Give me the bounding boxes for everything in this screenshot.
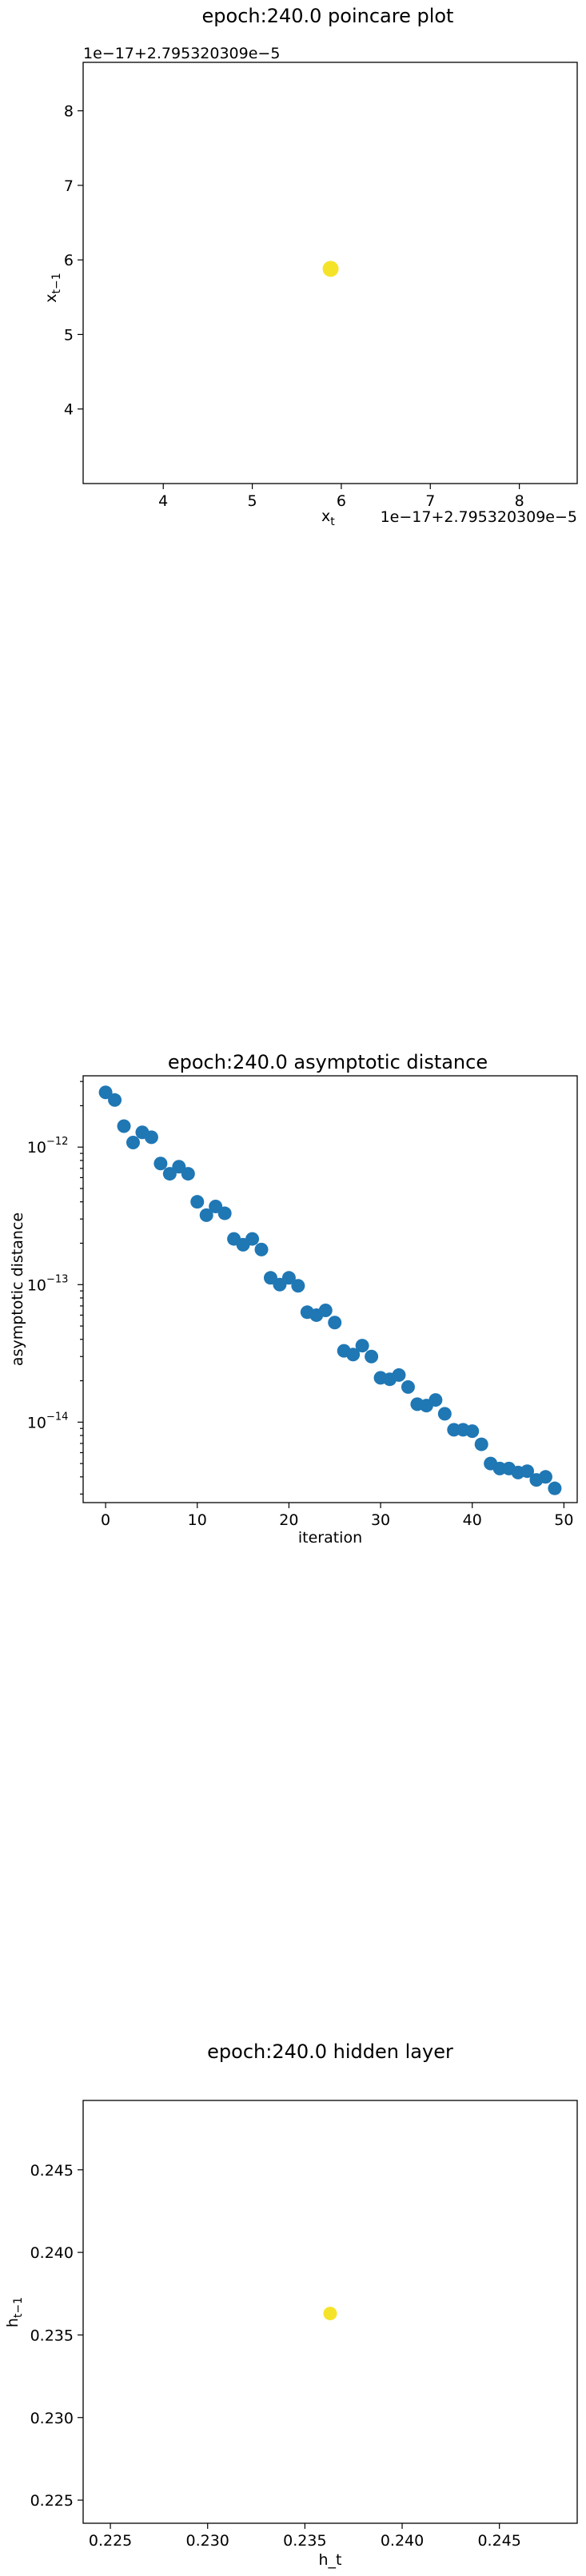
asymptotic-point <box>281 1271 296 1285</box>
asymptotic-x-tick-label: 30 <box>371 1511 390 1529</box>
poincare-x-tick-label: 5 <box>248 492 257 510</box>
asymptotic-point <box>328 1316 342 1330</box>
asymptotic-point <box>153 1157 168 1171</box>
asymptotic-point <box>401 1380 415 1394</box>
poincare-y-label: xt−1 <box>42 273 63 302</box>
asymptotic-point <box>365 1349 379 1364</box>
asymptotic-point <box>217 1206 232 1220</box>
asymptotic-x-tick-label: 50 <box>554 1511 573 1529</box>
asymptotic-point <box>126 1135 140 1149</box>
hidden-layer-y-ticks: 0.225 0.230 0.235 0.240 0.245 <box>30 2162 83 2510</box>
hidden-layer-axes <box>82 2100 578 2524</box>
poincare-x-tick-label: 6 <box>337 492 346 510</box>
poincare-x-ticks: 4 5 6 7 8 <box>158 484 524 510</box>
hidden-layer-y-tick-label: 0.225 <box>30 2492 74 2510</box>
asymptotic-y-tick-label: 10 <box>27 1139 46 1157</box>
poincare-y-tick-label: 7 <box>64 177 74 195</box>
hidden-layer-y-label: ht−1 <box>4 2297 25 2327</box>
asymptotic-x-ticks: 0 10 20 30 40 50 <box>101 1503 573 1529</box>
poincare-y-tick-label: 4 <box>64 401 74 419</box>
asymptotic-point <box>520 1464 535 1479</box>
asymptotic-point <box>162 1167 177 1181</box>
asymptotic-point <box>199 1208 213 1222</box>
asymptotic-panel: epoch:240.0 asymptotic distance 0 10 20 30 4… <box>9 1051 578 1547</box>
asymptotic-x-tick-label: 10 <box>188 1511 207 1529</box>
asymptotic-x-tick-label: 40 <box>463 1511 482 1529</box>
asymptotic-axes <box>82 1075 578 1503</box>
asymptotic-y-tick-exponent: −12 <box>46 1136 68 1148</box>
asymptotic-point <box>392 1368 406 1382</box>
asymptotic-point <box>355 1339 369 1353</box>
svg-text:ht−1: ht−1 <box>4 2297 25 2327</box>
asymptotic-x-tick-label: 20 <box>279 1511 298 1529</box>
poincare-y-tick-label: 6 <box>64 252 74 269</box>
hidden-layer-panel: epoch:240.0 hidden layer 0.225 0.230 0.235… <box>4 2040 578 2569</box>
svg-text:xt−1: xt−1 <box>42 273 63 302</box>
poincare-x-label: xt <box>321 508 335 528</box>
hidden-layer-points <box>323 2307 337 2321</box>
hidden-layer-x-tick-label: 0.240 <box>381 2532 424 2550</box>
poincare-x-tick-label: 4 <box>158 492 168 510</box>
hidden-layer-y-tick-label: 0.230 <box>30 2410 74 2427</box>
asymptotic-points <box>98 1085 562 1495</box>
poincare-axes <box>82 62 578 484</box>
asymptotic-point <box>144 1130 158 1145</box>
hidden-layer-y-tick-label: 0.240 <box>30 2244 74 2262</box>
asymptotic-y-tick-label: 10 <box>27 1276 46 1294</box>
poincare-x-tick-label: 7 <box>425 492 435 510</box>
asymptotic-point <box>181 1167 195 1181</box>
asymptotic-point <box>548 1481 562 1495</box>
asymptotic-y-tick-exponent: −14 <box>46 1411 68 1423</box>
asymptotic-point <box>254 1242 269 1256</box>
asymptotic-point <box>465 1424 480 1439</box>
asymptotic-point <box>245 1232 260 1246</box>
poincare-x-offset-label: 1e−17+2.795320309e−5 <box>381 508 577 526</box>
asymptotic-point <box>474 1437 488 1451</box>
poincare-y-tick-label: 8 <box>64 103 74 121</box>
poincare-title: epoch:240.0 poincare plot <box>202 5 454 27</box>
poincare-points <box>322 261 339 277</box>
asymptotic-title: epoch:240.0 asymptotic distance <box>168 1051 488 1073</box>
asymptotic-point <box>190 1195 205 1209</box>
hidden-layer-x-tick-label: 0.230 <box>186 2532 229 2550</box>
hidden-layer-x-tick-label: 0.245 <box>477 2532 520 2550</box>
asymptotic-point <box>538 1470 552 1484</box>
asymptotic-y-label: asymptotic distance <box>9 1212 26 1366</box>
asymptotic-point <box>172 1160 186 1174</box>
poincare-point <box>322 261 339 277</box>
asymptotic-point <box>437 1407 452 1421</box>
asymptotic-point <box>117 1119 131 1133</box>
hidden-layer-x-tick-label: 0.225 <box>89 2532 132 2550</box>
poincare-y-tick-label: 5 <box>64 326 74 344</box>
hidden-layer-y-tick-label: 0.235 <box>30 2327 74 2344</box>
hidden-layer-y-tick-label: 0.245 <box>30 2162 74 2180</box>
hidden-layer-title: epoch:240.0 hidden layer <box>207 2040 453 2063</box>
poincare-panel: epoch:240.0 poincare plot 1e−17+2.795320… <box>42 5 578 528</box>
asymptotic-point <box>291 1279 305 1293</box>
asymptotic-point <box>346 1348 361 1362</box>
hidden-layer-x-tick-label: 0.235 <box>283 2532 326 2550</box>
poincare-x-tick-label: 8 <box>515 492 524 510</box>
asymptotic-y-tick-label: 10 <box>27 1414 46 1431</box>
poincare-y-offset-label: 1e−17+2.795320309e−5 <box>83 45 280 62</box>
hidden-layer-x-label: h_t <box>319 2551 342 2569</box>
hidden-layer-x-ticks: 0.225 0.230 0.235 0.240 0.245 <box>89 2523 521 2550</box>
hidden-layer-point <box>323 2307 337 2321</box>
asymptotic-point <box>318 1303 333 1317</box>
asymptotic-point <box>108 1093 122 1107</box>
asymptotic-y-tick-exponent: −13 <box>46 1273 68 1285</box>
asymptotic-x-label: iteration <box>298 1529 362 1547</box>
asymptotic-x-tick-label: 0 <box>101 1511 110 1529</box>
svg-text:xt: xt <box>321 508 335 528</box>
asymptotic-point <box>98 1085 113 1100</box>
asymptotic-point <box>429 1393 443 1407</box>
poincare-y-ticks: 4 5 6 7 8 <box>64 103 83 419</box>
